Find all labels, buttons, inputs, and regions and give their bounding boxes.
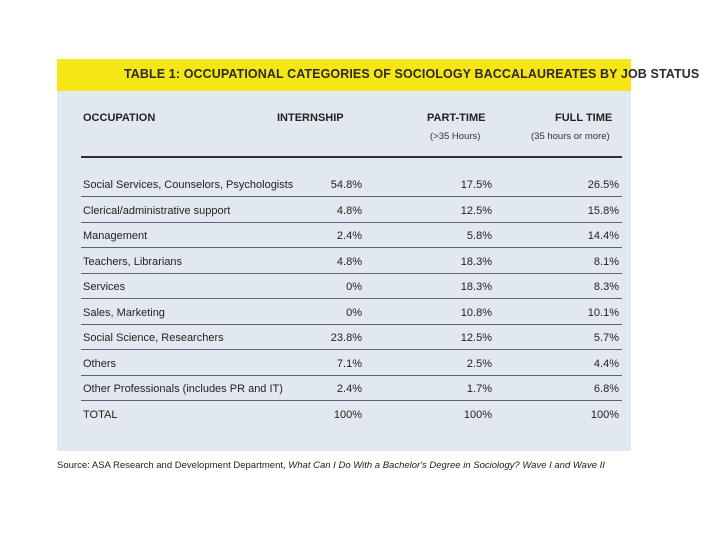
internship-cell: 2.4% xyxy=(336,230,362,242)
row-divider xyxy=(81,221,622,223)
part-time-cell: 10.8% xyxy=(460,306,492,319)
table-row: Management 2.4% 5.8% 14.4% xyxy=(81,223,622,248)
row-divider xyxy=(81,247,622,248)
occupation-cell: Clerical/administrative support xyxy=(83,204,231,217)
full-time-cell: 5.7% xyxy=(593,332,619,344)
occupation-cell: Teachers, Librarians xyxy=(83,255,183,268)
full-time-cell: 100% xyxy=(590,408,619,421)
part-time-cell: 18.3% xyxy=(460,255,492,268)
header-internship: INTERNSHIP xyxy=(277,112,344,124)
header-rule xyxy=(81,156,622,158)
full-time-cell: 10.1% xyxy=(587,306,619,319)
table-row: Social Science, Researchers 23.8% 12.5% 5.7… xyxy=(81,325,622,350)
row-divider xyxy=(81,323,622,325)
occupation-cell: Sales, Marketing xyxy=(83,306,165,319)
part-time-cell: 100% xyxy=(463,408,492,421)
source-prefix: Source: ASA Research and Development Dep… xyxy=(57,460,289,471)
row-divider xyxy=(81,298,622,299)
row-divider xyxy=(81,349,622,350)
occupation-cell: Management xyxy=(83,230,148,242)
row-divider xyxy=(81,272,622,274)
part-time-cell: 17.5% xyxy=(460,179,492,191)
part-time-cell: 18.3% xyxy=(460,281,492,293)
header-part-time-note: (>35 Hours) xyxy=(430,131,481,142)
table-row: Social Services, Counselors, Psychologis… xyxy=(81,172,622,197)
part-time-cell: 5.8% xyxy=(466,230,492,242)
full-time-cell: 8.1% xyxy=(593,255,619,268)
internship-cell: 23.8% xyxy=(330,332,362,344)
table-row: Services 0% 18.3% 8.3% xyxy=(81,274,622,299)
full-time-cell: 6.8% xyxy=(593,383,619,395)
table-row: TOTAL 100% 100% 100% xyxy=(81,402,622,427)
part-time-cell: 12.5% xyxy=(460,332,492,344)
header-full-time: FULL TIME xyxy=(555,112,613,124)
internship-cell: 2.4% xyxy=(336,383,362,395)
internship-cell: 100% xyxy=(333,408,362,421)
occupation-cell: Services xyxy=(83,281,126,293)
title-band: TABLE 1: OCCUPATIONAL CATEGORIES OF SOCI… xyxy=(57,59,699,91)
table-row: Teachers, Librarians 4.8% 18.3% 8.1% xyxy=(81,249,622,274)
table-row: Other Professionals (includes PR and IT)… xyxy=(81,376,622,401)
internship-cell: 0% xyxy=(346,306,362,319)
internship-cell: 7.1% xyxy=(336,357,362,370)
full-time-cell: 4.4% xyxy=(593,357,619,370)
row-divider xyxy=(81,374,622,376)
occupation-cell: Others xyxy=(83,357,117,370)
full-time-cell: 15.8% xyxy=(587,204,619,217)
internship-cell: 54.8% xyxy=(330,179,362,191)
full-time-cell: 14.4% xyxy=(587,230,619,242)
occupation-table: TABLE 1: OCCUPATIONAL CATEGORIES OF SOCI… xyxy=(57,59,699,451)
occupation-cell: TOTAL xyxy=(83,408,118,421)
row-divider xyxy=(81,196,622,197)
header-full-time-note: (35 hours or more) xyxy=(531,131,610,142)
table-row: Sales, Marketing 0% 10.8% 10.1% xyxy=(81,300,622,325)
occupation-cell: Social Services, Counselors, Psychologis… xyxy=(83,179,294,191)
source-note: Source: ASA Research and Development Dep… xyxy=(57,460,605,471)
internship-cell: 4.8% xyxy=(336,204,362,217)
internship-cell: 4.8% xyxy=(336,255,362,268)
occupation-cell: Other Professionals (includes PR and IT) xyxy=(83,383,283,395)
table-row: Others 7.1% 2.5% 4.4% xyxy=(81,351,622,376)
full-time-cell: 8.3% xyxy=(593,281,619,293)
internship-cell: 0% xyxy=(346,281,362,293)
full-time-cell: 26.5% xyxy=(587,179,619,191)
row-divider xyxy=(81,400,622,401)
header-part-time: PART-TIME xyxy=(427,112,486,124)
source-title: What Can I Do With a Bachelor's Degree i… xyxy=(288,460,605,471)
header-occupation: OCCUPATION xyxy=(83,112,156,124)
part-time-cell: 2.5% xyxy=(466,357,492,370)
part-time-cell: 1.7% xyxy=(466,383,492,395)
part-time-cell: 12.5% xyxy=(460,204,492,217)
table-title: TABLE 1: OCCUPATIONAL CATEGORIES OF SOCI… xyxy=(124,67,700,81)
table-row: Clerical/administrative support 4.8% 12.5%… xyxy=(81,198,622,223)
occupation-cell: Social Science, Researchers xyxy=(83,332,224,344)
